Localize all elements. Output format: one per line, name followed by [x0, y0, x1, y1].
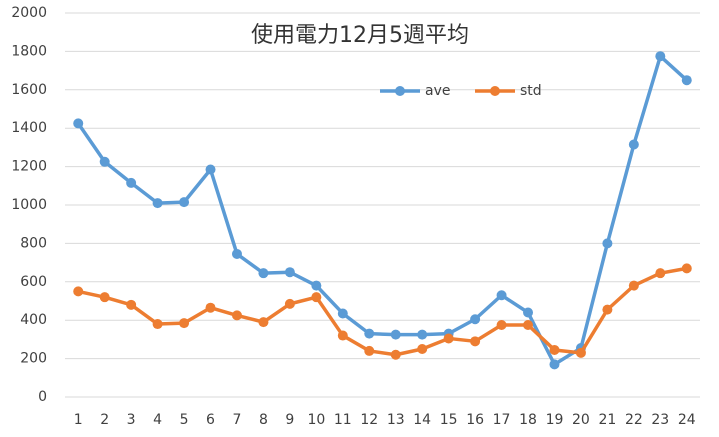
data-point: [470, 336, 481, 347]
x-tick-label: 8: [259, 412, 268, 428]
x-tick-label: 24: [678, 412, 696, 428]
legend-marker: [395, 86, 405, 96]
y-tick-label: 600: [20, 274, 47, 290]
x-tick-label: 5: [180, 412, 189, 428]
y-tick-label: 0: [38, 389, 47, 405]
data-point: [284, 298, 295, 309]
data-point: [126, 177, 137, 188]
data-point: [73, 286, 84, 297]
data-point: [602, 304, 613, 315]
data-point: [205, 164, 216, 175]
y-tick-label: 1000: [11, 197, 47, 213]
x-tick-label: 21: [598, 412, 616, 428]
data-point: [549, 344, 560, 355]
y-tick-label: 400: [20, 312, 47, 328]
data-point: [152, 198, 163, 209]
data-point: [337, 308, 348, 319]
data-point: [126, 299, 137, 310]
x-tick-label: 14: [413, 412, 431, 428]
x-tick-label: 13: [387, 412, 405, 428]
x-tick-label: 19: [546, 412, 564, 428]
data-point: [179, 318, 190, 329]
x-tick-label: 4: [153, 412, 162, 428]
legend-marker: [490, 86, 500, 96]
x-tick-label: 17: [493, 412, 511, 428]
data-point: [364, 328, 375, 339]
data-point: [390, 349, 401, 360]
data-point: [628, 139, 639, 150]
x-tick-label: 11: [334, 412, 352, 428]
x-tick-label: 9: [285, 412, 294, 428]
data-point: [602, 238, 613, 249]
data-point: [523, 320, 534, 330]
x-tick-label: 12: [360, 412, 378, 428]
data-point: [575, 347, 586, 358]
data-point: [337, 330, 348, 341]
legend-label: ave: [425, 83, 450, 99]
data-point: [99, 292, 110, 303]
data-point: [496, 290, 507, 301]
data-point: [231, 248, 242, 259]
y-tick-label: 1400: [11, 120, 47, 136]
legend-label: std: [520, 83, 542, 99]
data-point: [231, 310, 242, 321]
x-tick-label: 6: [206, 412, 215, 428]
x-tick-label: 18: [519, 412, 537, 428]
data-point: [655, 268, 666, 279]
data-point: [496, 320, 507, 330]
x-tick-label: 22: [625, 412, 643, 428]
y-tick-label: 800: [20, 235, 47, 251]
x-tick-label: 3: [127, 412, 136, 428]
y-tick-label: 200: [20, 351, 47, 367]
data-point: [311, 280, 322, 291]
x-tick-label: 23: [651, 412, 669, 428]
data-point: [417, 329, 428, 340]
x-tick-label: 1: [74, 412, 83, 428]
data-point: [258, 317, 269, 328]
data-point: [417, 344, 428, 354]
data-point: [443, 333, 454, 344]
data-point: [523, 307, 534, 318]
data-point: [152, 319, 163, 330]
x-tick-label: 7: [233, 412, 242, 428]
y-tick-label: 1200: [11, 159, 47, 175]
data-point: [205, 302, 216, 313]
x-tick-label: 15: [440, 412, 458, 428]
data-point: [549, 359, 560, 370]
y-tick-label: 1600: [11, 82, 47, 98]
x-tick-label: 20: [572, 412, 590, 428]
y-tick-label: 1800: [11, 43, 47, 59]
x-tick-label: 16: [466, 412, 484, 428]
data-point: [364, 345, 375, 356]
series-line: [76, 54, 688, 367]
data-point: [655, 51, 666, 62]
data-point: [681, 75, 692, 86]
data-point: [258, 268, 269, 279]
data-point: [284, 267, 295, 278]
data-point: [628, 280, 639, 291]
data-point: [390, 329, 401, 340]
data-point: [311, 292, 322, 303]
x-tick-label: 10: [307, 412, 325, 428]
x-tick-label: 2: [100, 412, 109, 428]
chart-title: 使用電力12月5週平均: [251, 23, 469, 48]
data-point: [681, 263, 692, 274]
data-point: [470, 314, 481, 325]
data-point: [99, 156, 110, 167]
data-point: [179, 197, 190, 208]
y-tick-label: 2000: [11, 5, 47, 21]
data-point: [73, 118, 84, 129]
